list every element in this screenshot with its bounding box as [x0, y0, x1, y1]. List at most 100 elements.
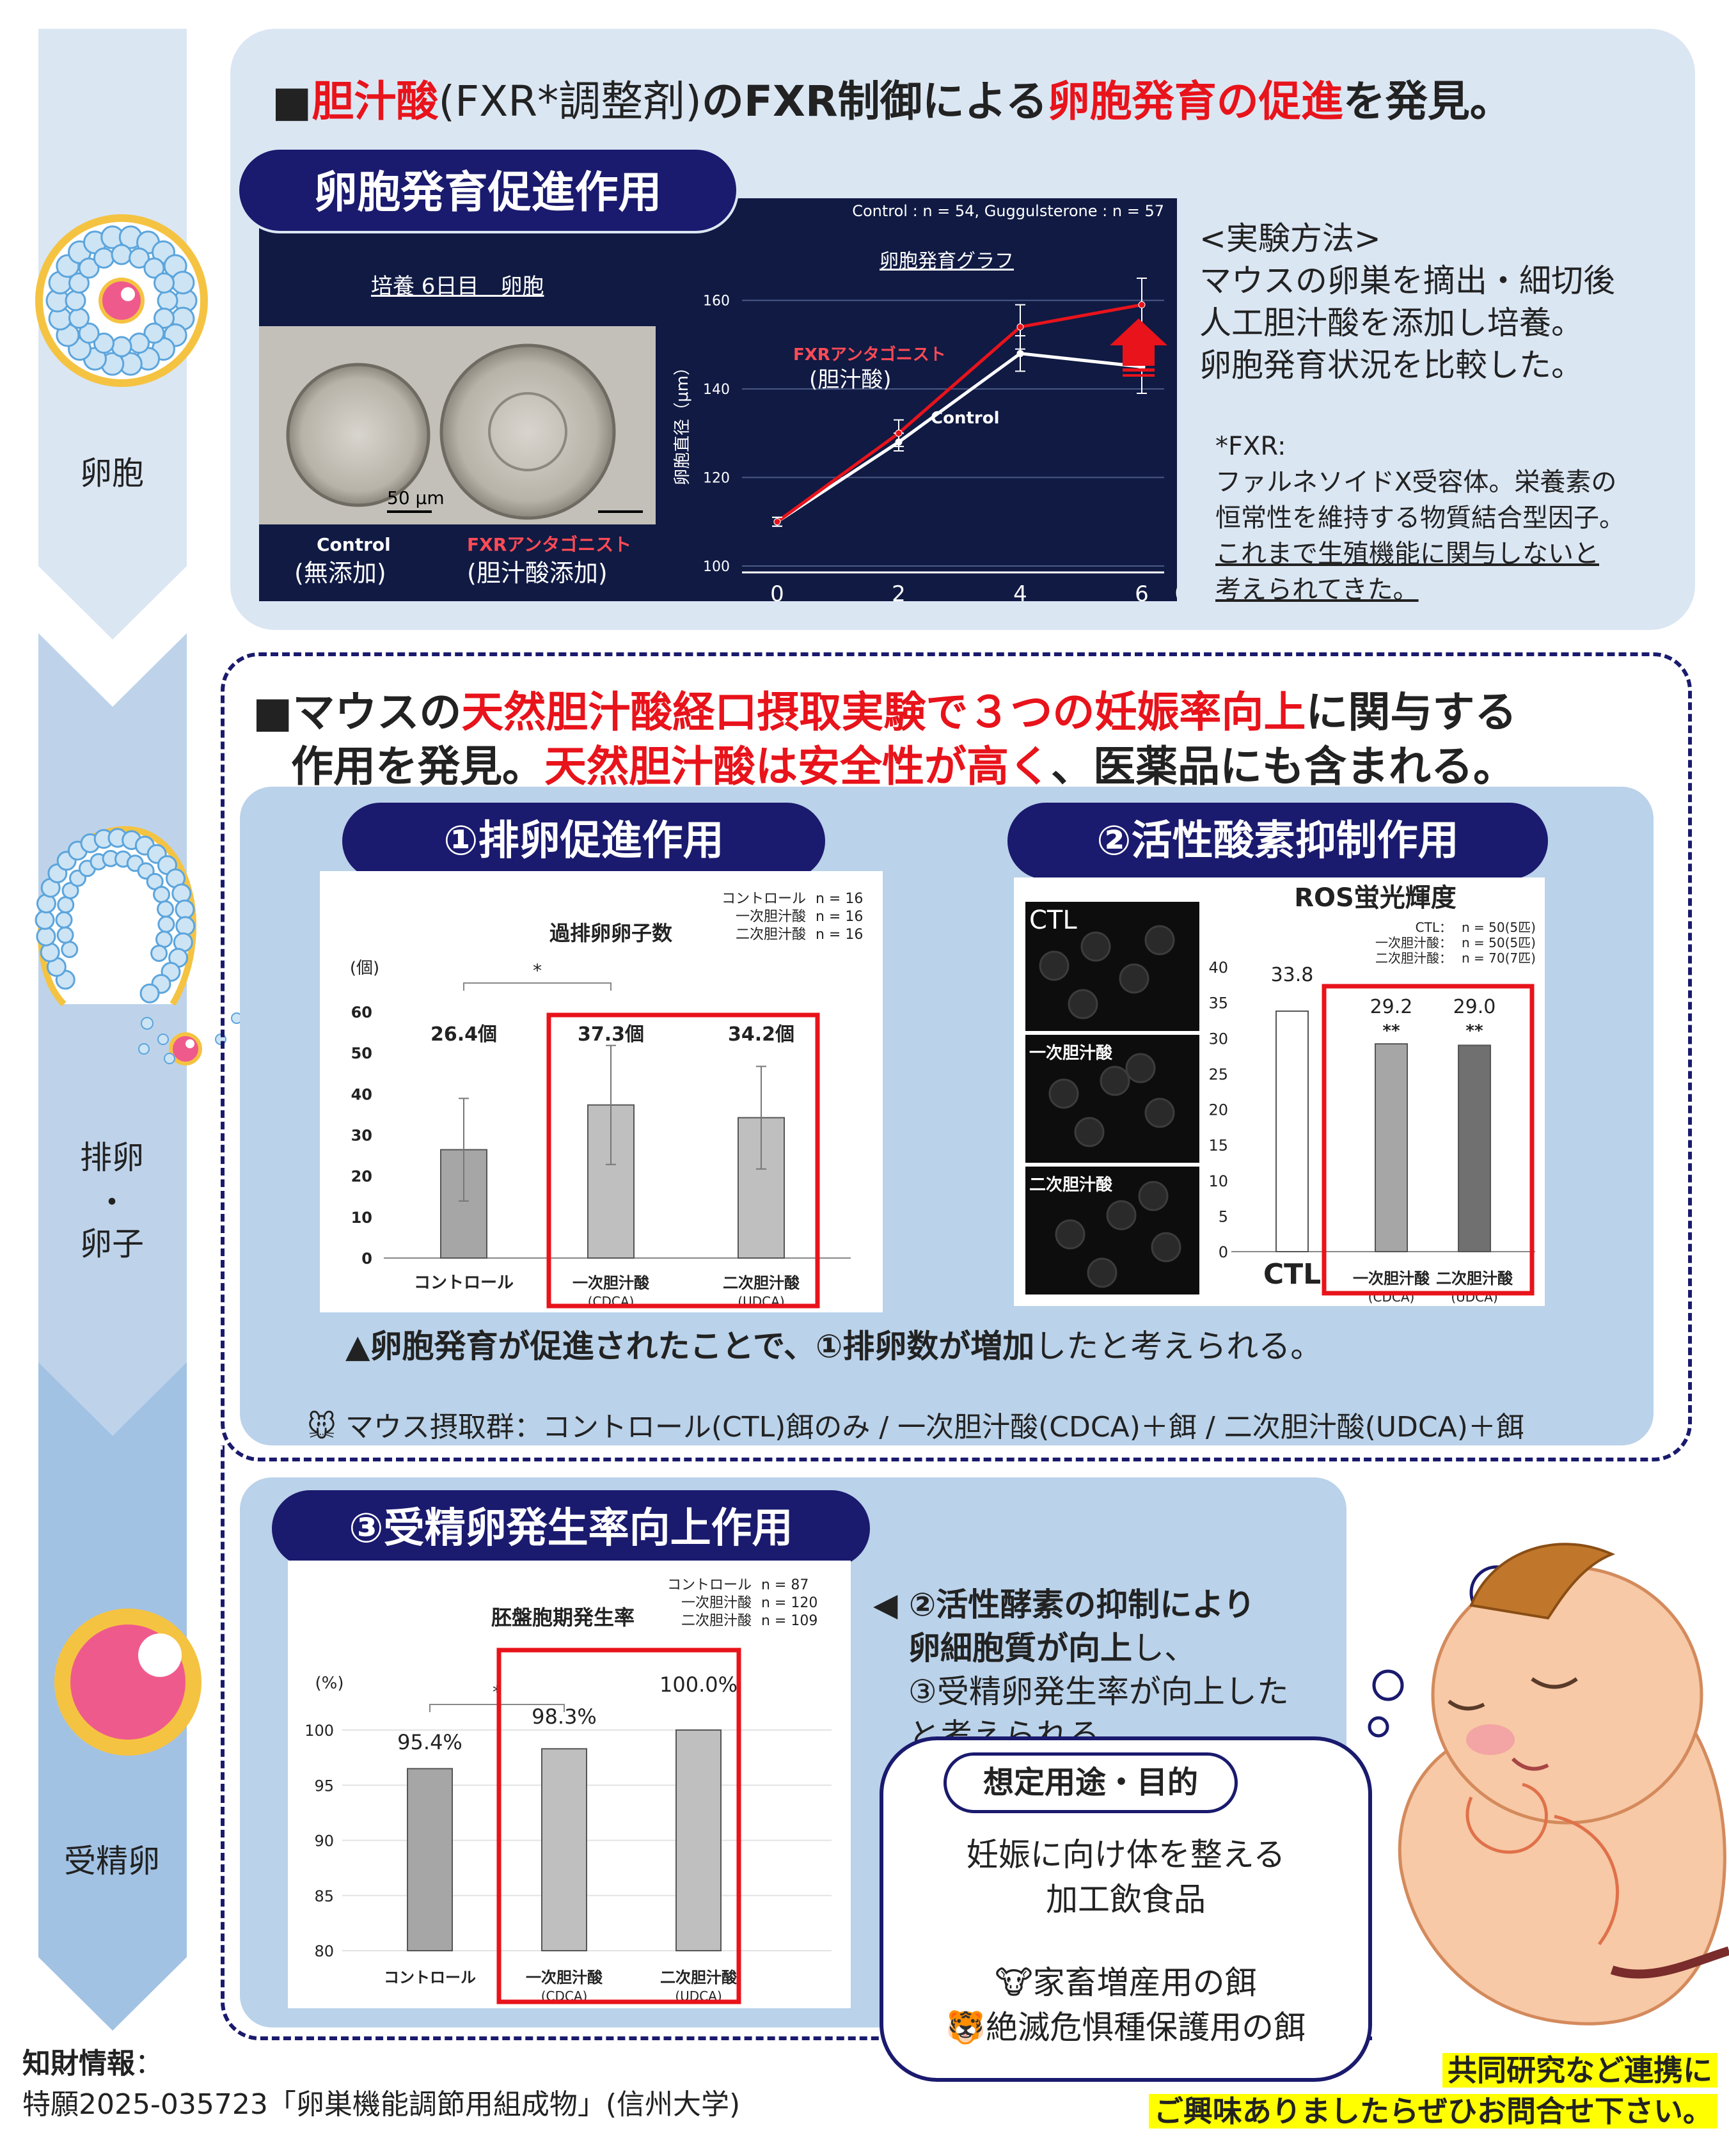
scale-label: 50 μm [387, 487, 445, 508]
chart-ylabel: (個) [350, 959, 379, 978]
chart-ytick: 10 [351, 1209, 372, 1227]
chart-ytick: 25 [1208, 1066, 1228, 1083]
method-block: <実験方法> マウスの卵巣を摘出・細切後 人工胆汁酸を添加し培養。 卵胞発育状況… [1199, 217, 1615, 386]
reason-line-2: 卵細胞質が向上し、 [908, 1630, 1196, 1667]
chart-ytick: 30 [1208, 1030, 1228, 1048]
chart-category-label: 一次胆汁酸 [1353, 1270, 1430, 1287]
fxr-note-line-4: 考えられてきた。 [1215, 575, 1419, 604]
fxr-note-line-1: ファルネソイドX受容体。栄養素の [1215, 468, 1617, 497]
side-label-fertilized: 受精卵 [64, 1843, 160, 1880]
chart-ytick: 40 [351, 1085, 372, 1103]
chart-data-label: 34.2個 [728, 1023, 794, 1046]
line-chart-ytick: 100 [703, 559, 730, 575]
use-line-4: 🐯絶滅危惧種保護用の餌 [945, 2009, 1306, 2046]
line-chart-xtick: 4 [1013, 581, 1027, 601]
badge-ros: ②活性酸素抑制作用 [1007, 803, 1548, 879]
chart-ytick: 50 [351, 1044, 372, 1062]
increase-arrow-icon [1110, 319, 1167, 377]
legend-n: n = 109 [761, 1613, 817, 1629]
line-point [773, 518, 781, 526]
legend-n: n = 70(7匹) [1462, 950, 1536, 966]
line-chart-subtitle: Control : n = 54, Guggulsterone : n = 57 [852, 202, 1164, 220]
chart-bar [675, 1729, 722, 1951]
chart-category-label: CTL [1263, 1258, 1321, 1291]
chart-ytick: 80 [314, 1942, 334, 1960]
fxr-note: *FXR: ファルネソイドX受容体。栄養素の 恒常性を維持する物質結合型因子。 … [1215, 429, 1625, 608]
cow-icon: 🐮 [995, 1964, 1033, 2001]
line-point [1016, 323, 1024, 331]
legend-n: n = 16 [816, 909, 863, 925]
chart-bar [541, 1748, 587, 1951]
side-label-oocyte: 卵胞 [80, 455, 144, 492]
ovulation-conclusion: ▲卵胞発育が促進されたことで、①排卵数が増加したと考えられる。 [345, 1328, 1323, 1365]
chart-ytick: 0 [1219, 1243, 1228, 1261]
line-chart-ytick: 120 [703, 471, 730, 487]
side-label-dot: ・ [96, 1184, 128, 1221]
line-series-0 [776, 352, 1142, 523]
use-line-2: 加工飲食品 [1046, 1881, 1206, 1918]
mouse-groups: 🐭 マウス摂取群：コントロール(CTL)餌のみ / 一次胆汁酸(CDCA)＋餌 … [307, 1411, 1524, 1444]
chart-category-label: 二次胆汁酸 [1436, 1270, 1513, 1287]
chart-category-label: 一次胆汁酸 [526, 1969, 603, 1987]
legend-label: 一次胆汁酸： [1375, 935, 1452, 950]
chart-ytick: 100 [304, 1722, 334, 1740]
ros-cell-8 [1074, 1117, 1105, 1147]
line-chart-xtick: 2 [892, 581, 906, 601]
mouse-icon: 🐭 [307, 1411, 336, 1444]
ip-heading: 知財情報 [22, 2047, 135, 2080]
line-point [1138, 301, 1146, 309]
contact-callout: 共同研究など連携に ご興味ありましたらぜひお問合せ下さい。 [1087, 2050, 1717, 2132]
chart-bar [1275, 1010, 1309, 1252]
ros-cell-10 [1055, 1219, 1086, 1250]
fxr-note-line-2: 恒常性を維持する物質結合型因子。 [1215, 503, 1625, 533]
section1-heading: ■胆汁酸(FXR*調整剤)のFXR制御による卵胞発育の促進を発見。 [272, 77, 1512, 126]
legend-n: n = 50(5匹) [1462, 935, 1536, 950]
legend-label: 二次胆汁酸 [681, 1613, 752, 1629]
chart-ytick: 30 [351, 1127, 372, 1145]
sleeping-baby-illustration [1368, 1543, 1729, 2026]
ros-cell-4 [1144, 925, 1175, 956]
line-legend-control: Control [931, 409, 999, 428]
chart-title: ROS蛍光輝度 [1294, 883, 1457, 913]
chart-data-label: 29.0 [1453, 996, 1496, 1018]
chart-bar [1458, 1044, 1491, 1252]
chart-category-label: 二次胆汁酸 [660, 1969, 738, 1987]
legend-label: コントロール [667, 1577, 752, 1593]
ros-fluorescence-chart: ROS蛍光輝度 CTL： n = 50(5匹) 一次胆汁酸： n = 50(5匹) 二次胆… [1208, 883, 1536, 1305]
use-line-3: 🐮家畜増産用の餌 [995, 1964, 1257, 2001]
chart-category-label: コントロール [384, 1969, 476, 1987]
ros-cell-7 [1144, 1098, 1175, 1128]
ros-cell-1 [1080, 931, 1111, 962]
method-line-2: 人工胆汁酸を添加し培養。 [1199, 304, 1583, 342]
legend-label: 一次胆汁酸 [681, 1595, 752, 1611]
chart-data-label: 26.4個 [430, 1023, 497, 1046]
ros-image-udca: 二次胆汁酸 [1025, 1167, 1199, 1294]
line-chart-xlabel: （日） [1161, 581, 1177, 601]
chart-ytick: 85 [314, 1887, 334, 1905]
section-mouse-dashed-frame [221, 652, 1692, 1461]
fxr-oocyte-image [439, 343, 616, 520]
chart-ytick: 95 [314, 1777, 334, 1795]
chart-significance-mark: ** [1465, 1021, 1483, 1041]
chart-significance-mark: ** [1382, 1021, 1400, 1041]
line-chart-ylabel: 卵胞直径（μm） [673, 359, 692, 485]
section2-heading-line2: 作用を発見。天然胆汁酸は安全性が高く、医薬品にも含まれる。 [291, 742, 1515, 791]
chart-category-label: 一次胆汁酸 [572, 1274, 650, 1292]
ros-cell-11 [1106, 1200, 1137, 1231]
chart-ylabel: (%) [315, 1674, 344, 1693]
reason-line-3: ③受精卵発生率が向上した [908, 1673, 1289, 1710]
line-chart-title: 卵胞発育グラフ [880, 250, 1014, 272]
chart-ytick: 20 [1208, 1101, 1228, 1119]
ip-info: 知財情報： 特願2025-035723「卵巣機能調節用組成物」(信州大学) [22, 2043, 740, 2125]
legend-label: 二次胆汁酸： [1375, 950, 1452, 966]
ros-cell-3 [1068, 989, 1098, 1019]
chart-data-label: 95.4% [397, 1730, 462, 1754]
line-legend-fxr-sub: (胆汁酸) [809, 367, 892, 393]
method-line-3: 卵胞発育状況を比較した。 [1199, 347, 1583, 384]
line-point [895, 429, 903, 437]
line-series-1 [776, 303, 1142, 523]
chart-ytick: 5 [1219, 1208, 1228, 1225]
line-chart-xtick: 0 [770, 581, 784, 601]
chart-ytick: 0 [361, 1250, 372, 1268]
